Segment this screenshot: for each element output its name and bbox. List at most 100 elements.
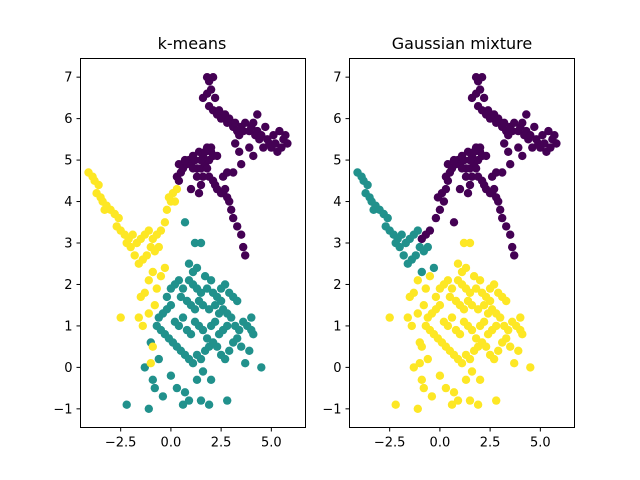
kmeans-point-cluster-0 xyxy=(249,118,258,128)
kmeans-y-tick-label: −1 xyxy=(53,402,72,417)
gaussian-mixture-point-cluster-0 xyxy=(455,184,465,194)
kmeans-point-cluster-1 xyxy=(210,317,220,326)
kmeans-point-cluster-0 xyxy=(192,172,202,181)
kmeans-point-cluster-2 xyxy=(150,301,159,310)
kmeans-point-cluster-2 xyxy=(156,272,166,281)
gaussian-mixture-point-cluster-0 xyxy=(457,164,467,173)
kmeans-point-cluster-0 xyxy=(212,151,222,161)
gaussian-mixture-point-cluster-2 xyxy=(473,400,483,409)
kmeans-panel: k-means −2.5 0.0 2.5 5.0 −1 0 1 2 3 4 5 6 7 xyxy=(53,34,306,451)
kmeans-point-cluster-2 xyxy=(134,259,143,268)
kmeans-point-cluster-1 xyxy=(184,396,194,405)
gaussian-mixture-point-cluster-2 xyxy=(516,313,525,322)
gaussian-mixture-x-tick-label: 0.0 xyxy=(430,436,451,451)
gaussian-mixture-point-cluster-0 xyxy=(504,147,513,156)
gaussian-mixture-point-cluster-0 xyxy=(526,131,535,140)
kmeans-point-cluster-2 xyxy=(134,313,143,322)
gaussian-mixture-point-cluster-2 xyxy=(471,284,481,293)
kmeans-point-cluster-2 xyxy=(154,242,163,252)
gaussian-mixture-point-cluster-0 xyxy=(530,122,539,132)
gaussian-mixture-point-cluster-2 xyxy=(413,309,422,318)
gaussian-mixture-point-cluster-2 xyxy=(467,301,477,310)
gaussian-mixture-point-cluster-2 xyxy=(471,334,481,343)
gaussian-mixture-point-cluster-2 xyxy=(489,354,499,364)
kmeans-x-tick-label: −2.5 xyxy=(105,436,137,451)
gaussian-mixture-point-cluster-1 xyxy=(429,263,439,273)
gaussian-mixture-point-cluster-0 xyxy=(498,213,507,223)
kmeans-point-cluster-0 xyxy=(214,106,224,115)
kmeans-point-cluster-0 xyxy=(210,93,220,103)
kmeans-point-cluster-0 xyxy=(245,143,254,152)
gaussian-mixture-point-cluster-0 xyxy=(449,155,459,165)
kmeans-point-cluster-0 xyxy=(269,131,278,140)
kmeans-y-tick-label: 7 xyxy=(64,71,72,86)
gaussian-mixture-point-cluster-2 xyxy=(435,284,445,293)
kmeans-y-tick-label: 5 xyxy=(64,154,72,169)
kmeans-point-cluster-1 xyxy=(247,325,256,335)
kmeans-point-cluster-0 xyxy=(239,126,248,136)
kmeans-point-cluster-0 xyxy=(275,126,284,136)
gaussian-mixture-point-cluster-0 xyxy=(417,234,426,244)
kmeans-point-cluster-1 xyxy=(237,342,246,351)
kmeans-point-cluster-0 xyxy=(229,213,238,223)
gaussian-mixture-y-tick-label: 6 xyxy=(333,112,341,127)
kmeans-point-cluster-2 xyxy=(128,230,137,239)
gaussian-mixture-point-cluster-1 xyxy=(383,213,392,223)
gaussian-mixture-point-cluster-0 xyxy=(540,139,549,148)
kmeans-point-cluster-1 xyxy=(235,325,244,335)
kmeans-y-tick-label: 1 xyxy=(64,319,72,334)
kmeans-point-cluster-0 xyxy=(231,139,240,148)
kmeans-point-cluster-0 xyxy=(225,197,234,206)
gaussian-mixture-point-cluster-2 xyxy=(516,325,525,335)
gaussian-mixture-point-cluster-0 xyxy=(510,251,519,260)
gaussian-mixture-point-cluster-0 xyxy=(473,102,483,111)
kmeans-point-cluster-0 xyxy=(188,164,198,173)
gaussian-mixture-point-cluster-0 xyxy=(528,143,537,152)
gaussian-mixture-point-cluster-0 xyxy=(510,118,519,128)
gaussian-mixture-point-cluster-0 xyxy=(483,106,493,115)
kmeans-point-cluster-1 xyxy=(196,396,206,405)
kmeans-point-cluster-1 xyxy=(186,330,196,339)
gaussian-mixture-point-cluster-2 xyxy=(465,396,475,405)
gaussian-mixture-point-cluster-0 xyxy=(475,143,485,152)
gaussian-mixture-point-cluster-0 xyxy=(544,126,553,136)
kmeans-x-tick-label: 5.0 xyxy=(261,436,282,451)
gaussian-mixture-y-tick-label: 2 xyxy=(333,278,341,293)
kmeans-point-cluster-1 xyxy=(150,383,159,393)
kmeans-point-cluster-1 xyxy=(198,301,208,310)
gaussian-mixture-point-cluster-2 xyxy=(502,296,511,306)
kmeans-point-cluster-0 xyxy=(237,230,246,239)
kmeans-point-cluster-0 xyxy=(198,172,208,181)
kmeans-point-cluster-2 xyxy=(136,292,145,302)
kmeans-point-cluster-0 xyxy=(206,143,216,152)
kmeans-point-cluster-2 xyxy=(144,276,153,285)
gaussian-mixture-point-cluster-0 xyxy=(552,139,561,148)
kmeans-point-cluster-1 xyxy=(162,292,172,302)
gaussian-mixture-point-cluster-2 xyxy=(419,301,428,310)
kmeans-point-cluster-0 xyxy=(233,222,242,231)
gaussian-mixture-point-cluster-0 xyxy=(496,205,505,214)
kmeans-x-tick-label: 2.5 xyxy=(211,436,232,451)
kmeans-point-cluster-2 xyxy=(146,359,155,368)
gaussian-mixture-point-cluster-0 xyxy=(489,184,499,194)
gaussian-mixture-y-tick-label: 3 xyxy=(333,237,341,252)
gaussian-mixture-point-cluster-2 xyxy=(425,272,435,281)
gaussian-mixture-ticks: −2.5 0.0 2.5 5.0 −1 0 1 2 3 4 5 6 7 xyxy=(322,71,550,451)
kmeans-point-cluster-1 xyxy=(198,367,208,376)
gaussian-mixture-point-cluster-2 xyxy=(467,325,477,335)
kmeans-y-tick-label: 6 xyxy=(64,112,72,127)
gaussian-mixture-point-cluster-2 xyxy=(465,288,475,297)
gaussian-mixture-point-cluster-2 xyxy=(481,342,491,351)
gaussian-mixture-point-cluster-1 xyxy=(397,230,406,239)
kmeans-point-cluster-1 xyxy=(223,321,232,331)
gaussian-mixture-x-tick-label: 5.0 xyxy=(530,436,551,451)
kmeans-point-cluster-2 xyxy=(148,342,157,351)
kmeans-point-cluster-1 xyxy=(166,371,176,380)
kmeans-point-cluster-1 xyxy=(257,363,266,372)
gaussian-mixture-point-cluster-2 xyxy=(479,317,489,326)
kmeans-point-cluster-1 xyxy=(210,301,220,310)
kmeans-point-cluster-1 xyxy=(241,359,250,368)
kmeans-point-cluster-1 xyxy=(202,284,212,293)
kmeans-point-cluster-0 xyxy=(196,155,206,165)
